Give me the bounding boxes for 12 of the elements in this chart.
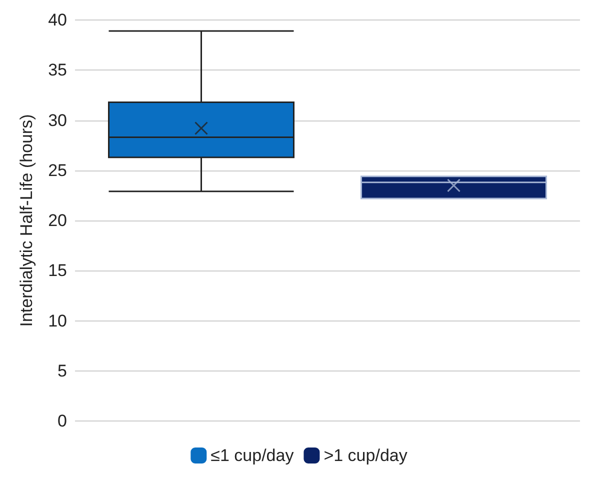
y-tick-label: 10: [48, 311, 67, 330]
y-tick-label: 20: [48, 211, 67, 230]
y-tick-label: 25: [48, 160, 67, 180]
y-tick-label: 5: [58, 361, 67, 380]
y-tick-label: 15: [48, 261, 67, 280]
y-axis-title: Interdialytic Half-Life (hours): [17, 114, 36, 327]
y-tick-label: 35: [48, 60, 67, 80]
legend-label: ≤1 cup/day: [210, 446, 294, 465]
y-tick-label: 30: [48, 110, 67, 130]
y-tick-label: 0: [58, 412, 67, 430]
legend-label: >1 cup/day: [324, 446, 408, 465]
y-tick-label: 40: [48, 10, 67, 30]
